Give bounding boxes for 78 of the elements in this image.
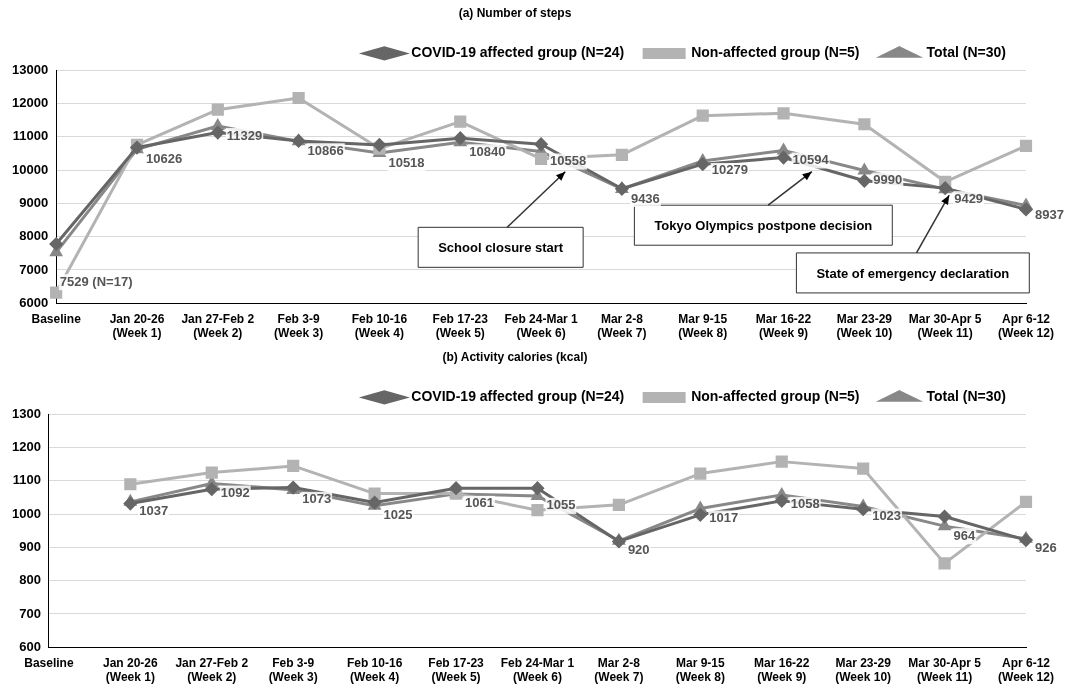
data-label: 1058 bbox=[790, 496, 820, 512]
data-label: 9429 bbox=[954, 190, 984, 206]
legend-label: COVID-19 affected group (N=24) bbox=[411, 388, 625, 405]
data-label: 1037 bbox=[139, 503, 169, 519]
x-tick-label: Jan 20-26 (Week 1) bbox=[109, 311, 165, 341]
x-tick-label: Baseline bbox=[24, 655, 74, 670]
x-tick-label: Mar 23-29 (Week 10) bbox=[835, 655, 892, 685]
x-tick-label: Apr 6-12 (Week 12) bbox=[998, 655, 1054, 685]
y-tick-label: 6000 bbox=[19, 294, 49, 310]
x-tick-label: Feb 3-9 (Week 3) bbox=[274, 311, 324, 341]
x-tick-label: Feb 24-Mar 1 (Week 6) bbox=[504, 311, 579, 341]
y-tick-label: 13000 bbox=[11, 61, 49, 77]
y-tick-label: 600 bbox=[19, 638, 41, 654]
data-label: 1061 bbox=[465, 495, 494, 511]
y-tick-label: 10000 bbox=[11, 161, 49, 177]
y-tick-label: 12000 bbox=[11, 95, 49, 111]
y-tick-label: 700 bbox=[19, 605, 41, 621]
data-label: 10840 bbox=[469, 143, 506, 159]
data-label: 1017 bbox=[709, 510, 739, 526]
x-tick-label: Baseline bbox=[31, 311, 82, 326]
x-tick-label: Mar 16-22 (Week 9) bbox=[754, 655, 810, 685]
x-tick-label: Jan 27-Feb 2 (Week 2) bbox=[175, 655, 249, 685]
y-tick-label: 1100 bbox=[12, 472, 41, 488]
chart-title: (b) Activity calories (kcal) bbox=[442, 349, 588, 364]
legend-label: COVID-19 affected group (N=24) bbox=[411, 44, 625, 61]
legend-label: Total (N=30) bbox=[926, 388, 1007, 405]
y-tick-label: 11000 bbox=[12, 128, 49, 144]
data-label: 10279 bbox=[711, 162, 748, 178]
data-label: 1025 bbox=[383, 507, 413, 523]
annotation: Tokyo Olympics postpone decision bbox=[654, 217, 873, 233]
data-label: 9436 bbox=[630, 190, 660, 206]
data-label: 10558 bbox=[550, 153, 587, 169]
data-label: 10594 bbox=[792, 151, 830, 167]
y-tick-label: 8000 bbox=[19, 228, 49, 244]
data-label: 10866 bbox=[307, 142, 344, 158]
data-label: 8937 bbox=[1035, 207, 1064, 223]
x-tick-label: Mar 23-29 (Week 10) bbox=[836, 311, 893, 341]
data-label: 926 bbox=[1035, 540, 1057, 556]
x-tick-label: Feb 24-Mar 1 (Week 6) bbox=[500, 655, 575, 685]
x-tick-label: Feb 17-23 (Week 5) bbox=[432, 311, 489, 341]
data-label: 7529 (N=17) bbox=[59, 273, 133, 289]
x-tick-label: Jan 27-Feb 2 (Week 2) bbox=[181, 311, 255, 341]
legend-label: Non-affected group (N=5) bbox=[691, 388, 860, 405]
x-tick-label: Mar 30-Apr 5 (Week 11) bbox=[908, 311, 982, 341]
x-tick-label: Mar 30-Apr 5 (Week 11) bbox=[908, 655, 982, 685]
x-tick-label: Feb 17-23 (Week 5) bbox=[428, 655, 485, 685]
y-tick-label: 1200 bbox=[12, 439, 41, 455]
data-label: 964 bbox=[953, 527, 977, 543]
data-label: 1073 bbox=[302, 491, 332, 507]
y-tick-label: 1000 bbox=[12, 505, 41, 521]
chart-title: (a) Number of steps bbox=[458, 5, 572, 20]
data-label: 9990 bbox=[873, 172, 903, 188]
x-tick-label: Mar 9-15 (Week 8) bbox=[678, 311, 728, 341]
x-tick-label: Jan 20-26 (Week 1) bbox=[102, 655, 159, 685]
y-tick-label: 900 bbox=[19, 539, 41, 555]
x-tick-label: Apr 6-12 (Week 12) bbox=[998, 311, 1054, 341]
legend-label: Total (N=30) bbox=[926, 44, 1007, 61]
annotation: School closure start bbox=[438, 239, 564, 255]
data-label: 1055 bbox=[546, 497, 576, 513]
data-label: 920 bbox=[627, 542, 650, 558]
y-tick-label: 7000 bbox=[19, 261, 49, 277]
data-label: 11329 bbox=[226, 127, 263, 143]
x-tick-label: Mar 2-8 (Week 7) bbox=[594, 655, 644, 685]
data-label: 10518 bbox=[388, 154, 425, 170]
data-label: 1092 bbox=[220, 485, 250, 501]
data-label: 1023 bbox=[872, 508, 902, 524]
annotation: State of emergency declaration bbox=[816, 265, 1010, 281]
x-tick-label: Feb 3-9 (Week 3) bbox=[268, 655, 318, 685]
y-tick-label: 1300 bbox=[12, 405, 41, 421]
x-tick-label: Mar 16-22 (Week 9) bbox=[755, 311, 812, 341]
data-label: 10626 bbox=[145, 150, 183, 166]
x-tick-label: Feb 10-16 (Week 4) bbox=[346, 655, 403, 685]
y-tick-label: 800 bbox=[19, 572, 41, 588]
y-tick-label: 9000 bbox=[19, 195, 49, 211]
x-tick-label: Mar 2-8 (Week 7) bbox=[597, 311, 647, 341]
x-tick-label: Mar 9-15 (Week 8) bbox=[675, 655, 725, 685]
legend-label: Non-affected group (N=5) bbox=[691, 44, 860, 61]
x-tick-label: Feb 10-16 (Week 4) bbox=[351, 311, 408, 341]
